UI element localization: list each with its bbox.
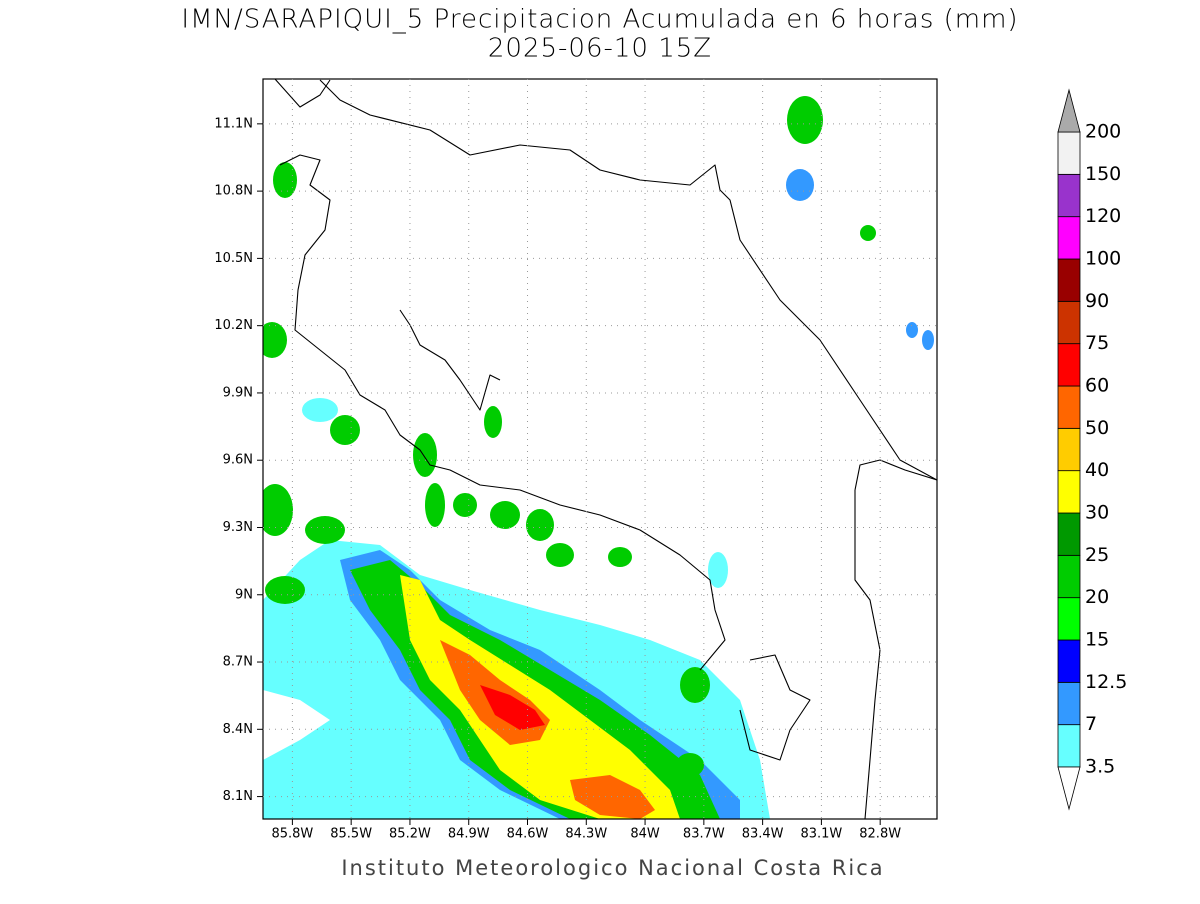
precip-field: [263, 96, 934, 819]
x-tick-label: 83.4W: [742, 827, 784, 842]
colorbar-label: 15: [1085, 629, 1109, 651]
colorbar-label: 30: [1085, 502, 1109, 524]
colorbar-box: [1057, 216, 1081, 260]
y-tick-label: 8.7N: [223, 655, 253, 670]
colorbar-label: 90: [1085, 290, 1109, 312]
x-tick-label: 84.6W: [507, 827, 549, 842]
colorbar-box: [1057, 470, 1081, 514]
colorbar-box: [1057, 300, 1081, 345]
x-tick-label: 83.7W: [683, 827, 725, 842]
x-tick-label: 82.8W: [859, 827, 901, 842]
colorbar-box: [1057, 512, 1081, 556]
colorbar-label: 150: [1085, 163, 1121, 185]
x-tick-label: 84W: [630, 827, 660, 842]
x-tick-label: 84.9W: [448, 827, 490, 842]
colorbar-label: 50: [1085, 417, 1109, 439]
colorbar-label: 20: [1085, 586, 1109, 608]
colorbar-box: [1057, 597, 1081, 641]
y-tick-label: 10.5N: [214, 251, 253, 266]
colorbar-box: [1057, 639, 1081, 683]
colorbar-label: 25: [1085, 544, 1109, 566]
y-tick-label: 10.2N: [214, 318, 253, 333]
y-tick-label: 11.1N: [214, 116, 253, 131]
y-tick-label: 10.8N: [214, 184, 253, 199]
colorbar-label: 7: [1085, 713, 1097, 735]
colorbar-box: [1057, 385, 1081, 429]
subtitle: 2025-06-10 15Z: [488, 34, 712, 64]
colorbar-box: [1057, 258, 1081, 302]
y-tick-label: 8.1N: [223, 789, 253, 804]
colorbar-under: [1057, 766, 1081, 811]
y-tick-label: 8.4N: [223, 722, 253, 737]
footer: Instituto Meteorologico Nacional Costa R…: [341, 856, 884, 880]
colorbar-box: [1057, 554, 1081, 599]
colorbar-over: [1057, 88, 1081, 133]
colorbar-label: 3.5: [1085, 756, 1115, 778]
colorbar-label: 60: [1085, 375, 1109, 397]
x-tick-label: 83.1W: [800, 827, 842, 842]
colorbar-label: 12.5: [1085, 671, 1127, 693]
colorbar-box: [1057, 173, 1081, 218]
y-tick-label: 9.3N: [223, 520, 253, 535]
colorbar-box: [1057, 681, 1081, 726]
map-frame: [262, 78, 938, 820]
title: IMN/SARAPIQUI_5 Precipitacion Acumulada …: [181, 5, 1018, 35]
colorbar-label: 75: [1085, 332, 1109, 354]
colorbar-box: [1057, 427, 1081, 472]
y-tick-label: 9N: [235, 587, 253, 602]
colorbar-label: 200: [1085, 121, 1121, 143]
y-tick-label: 9.6N: [223, 453, 253, 468]
colorbar-label: 100: [1085, 248, 1121, 270]
colorbar-label: 120: [1085, 205, 1121, 227]
colorbar-box: [1057, 343, 1081, 387]
x-tick-label: 85.5W: [330, 827, 372, 842]
colorbar-box: [1057, 131, 1081, 175]
coastline: [274, 79, 937, 819]
y-tick-label: 9.9N: [223, 385, 253, 400]
x-tick-label: 84.3W: [565, 827, 607, 842]
colorbar-box: [1057, 724, 1081, 768]
colorbar-label: 40: [1085, 459, 1109, 481]
x-tick-label: 85.2W: [389, 827, 431, 842]
x-tick-label: 85.8W: [271, 827, 313, 842]
